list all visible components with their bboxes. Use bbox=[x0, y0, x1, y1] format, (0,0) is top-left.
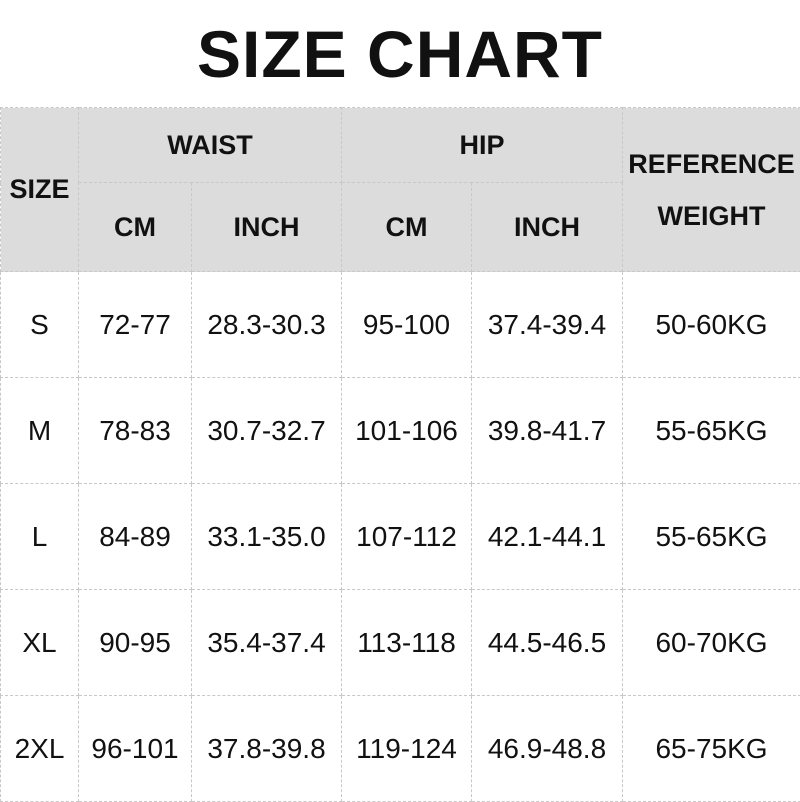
cell-weight: 65-75KG bbox=[623, 696, 800, 802]
cell-hip-cm: 107-112 bbox=[342, 484, 472, 590]
header-hip-cm: CM bbox=[342, 183, 472, 272]
cell-waist-inch: 33.1-35.0 bbox=[192, 484, 342, 590]
cell-waist-inch: 37.8-39.8 bbox=[192, 696, 342, 802]
cell-hip-cm: 95-100 bbox=[342, 272, 472, 378]
header-waist-cm: CM bbox=[79, 183, 192, 272]
cell-size: L bbox=[1, 484, 79, 590]
header-reference-weight: REFERENCE WEIGHT bbox=[623, 108, 800, 272]
cell-hip-inch: 42.1-44.1 bbox=[472, 484, 623, 590]
cell-weight: 60-70KG bbox=[623, 590, 800, 696]
cell-weight: 50-60KG bbox=[623, 272, 800, 378]
cell-waist-cm: 90-95 bbox=[79, 590, 192, 696]
cell-size: XL bbox=[1, 590, 79, 696]
cell-hip-inch: 46.9-48.8 bbox=[472, 696, 623, 802]
header-waist: WAIST bbox=[79, 108, 342, 183]
cell-weight: 55-65KG bbox=[623, 484, 800, 590]
cell-hip-inch: 44.5-46.5 bbox=[472, 590, 623, 696]
cell-waist-cm: 78-83 bbox=[79, 378, 192, 484]
cell-size: 2XL bbox=[1, 696, 79, 802]
cell-waist-cm: 84-89 bbox=[79, 484, 192, 590]
header-size: SIZE bbox=[1, 108, 79, 272]
cell-hip-cm: 113-118 bbox=[342, 590, 472, 696]
cell-size: M bbox=[1, 378, 79, 484]
cell-waist-inch: 30.7-32.7 bbox=[192, 378, 342, 484]
cell-waist-cm: 96-101 bbox=[79, 696, 192, 802]
header-reference-line1: REFERENCE bbox=[623, 138, 800, 190]
cell-size: S bbox=[1, 272, 79, 378]
cell-hip-inch: 39.8-41.7 bbox=[472, 378, 623, 484]
header-hip-inch: INCH bbox=[472, 183, 623, 272]
cell-waist-cm: 72-77 bbox=[79, 272, 192, 378]
cell-hip-cm: 101-106 bbox=[342, 378, 472, 484]
cell-waist-inch: 28.3-30.3 bbox=[192, 272, 342, 378]
cell-hip-inch: 37.4-39.4 bbox=[472, 272, 623, 378]
cell-hip-cm: 119-124 bbox=[342, 696, 472, 802]
cell-weight: 55-65KG bbox=[623, 378, 800, 484]
cell-waist-inch: 35.4-37.4 bbox=[192, 590, 342, 696]
page-title: SIZE CHART bbox=[0, 0, 800, 107]
header-waist-inch: INCH bbox=[192, 183, 342, 272]
header-reference-line2: WEIGHT bbox=[623, 190, 800, 242]
size-chart-table: SIZE WAIST HIP REFERENCE WEIGHT CM INCH … bbox=[0, 107, 800, 802]
header-hip: HIP bbox=[342, 108, 623, 183]
